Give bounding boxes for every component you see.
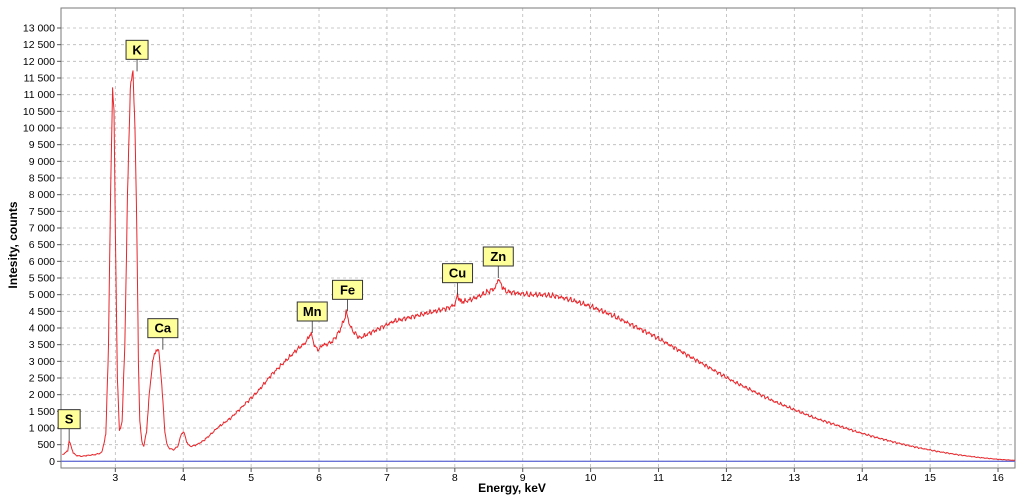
peak-label-text: Mn <box>303 304 322 319</box>
x-tick-label: 5 <box>248 472 254 484</box>
x-axis-title: Energy, keV <box>478 481 546 495</box>
y-tick-label: 4 000 <box>29 323 55 335</box>
y-tick-label: 10 000 <box>23 123 55 135</box>
x-tick-label: 9 <box>520 472 526 484</box>
y-tick-label: 10 500 <box>23 106 55 118</box>
peak-label-text: Ca <box>155 321 172 336</box>
x-tick-label: 12 <box>721 472 733 484</box>
y-tick-label: 0 <box>49 456 55 468</box>
y-tick-label: 5 000 <box>29 289 55 301</box>
peak-label-text: K <box>132 42 142 57</box>
y-tick-label: 5 500 <box>29 273 55 285</box>
y-tick-label: 3 000 <box>29 356 55 368</box>
y-tick-label: 4 500 <box>29 306 55 318</box>
peak-label-text: Zn <box>490 249 506 264</box>
x-tick-label: 3 <box>112 472 118 484</box>
y-tick-label: 12 000 <box>23 56 55 68</box>
peak-label-box <box>442 263 474 284</box>
peak-label-box <box>296 301 328 322</box>
x-tick-label: 6 <box>316 472 322 484</box>
peak-label-text: Fe <box>340 282 355 297</box>
peak-label-text: S <box>65 412 74 427</box>
x-tick-label: 16 <box>992 472 1004 484</box>
y-tick-label: 12 500 <box>23 39 55 51</box>
peak-label-box <box>147 318 179 339</box>
y-tick-label: 500 <box>37 439 55 451</box>
y-tick-label: 7 500 <box>29 206 55 218</box>
peak-label-box <box>125 39 149 60</box>
x-tick-label: 10 <box>585 472 597 484</box>
series-layer <box>62 70 1016 461</box>
y-tick-label: 6 500 <box>29 239 55 251</box>
x-tick-label: 13 <box>788 472 800 484</box>
x-tick-label: 15 <box>924 472 936 484</box>
y-tick-label: 9 500 <box>29 139 55 151</box>
peak-labels: S K Ca Mn Fe Cu Zn <box>57 39 514 441</box>
y-axis-ticks: 0 500 1 000 1 500 2 000 2 500 3 000 3 500 4 000 4… <box>23 23 61 468</box>
x-tick-label: 11 <box>653 472 664 484</box>
y-tick-label: 1 000 <box>29 423 55 435</box>
y-tick-label: 3 500 <box>29 339 55 351</box>
y-tick-label: 7 000 <box>29 223 55 235</box>
y-tick-label: 13 000 <box>23 23 55 35</box>
y-axis-title: Intesity, counts <box>6 201 20 288</box>
y-tick-label: 11 500 <box>24 73 55 85</box>
y-tick-label: 9 000 <box>29 156 55 168</box>
y-tick-label: 6 000 <box>29 256 55 268</box>
y-tick-label: 11 000 <box>24 89 55 101</box>
x-tick-label: 4 <box>180 472 186 484</box>
peak-label-text: Cu <box>449 266 466 281</box>
x-tick-label: 14 <box>856 472 868 484</box>
x-tick-label: 8 <box>452 472 458 484</box>
peak-label-box <box>482 246 514 267</box>
x-tick-label: 7 <box>384 472 390 484</box>
y-tick-label: 8 500 <box>29 173 55 185</box>
peak-label-box <box>332 279 364 300</box>
x-axis-ticks: 3 4 5 6 7 8 9 10 11 12 13 14 15 16 <box>112 468 1004 484</box>
y-tick-label: 2 000 <box>29 389 55 401</box>
y-tick-label: 2 500 <box>29 373 55 385</box>
plot-frame <box>60 7 1016 469</box>
peak-label-box <box>57 409 81 430</box>
y-tick-label: 1 500 <box>29 406 55 418</box>
y-tick-label: 8 000 <box>29 189 55 201</box>
spectrum-line <box>62 70 1016 461</box>
grid-lines <box>61 8 1015 468</box>
